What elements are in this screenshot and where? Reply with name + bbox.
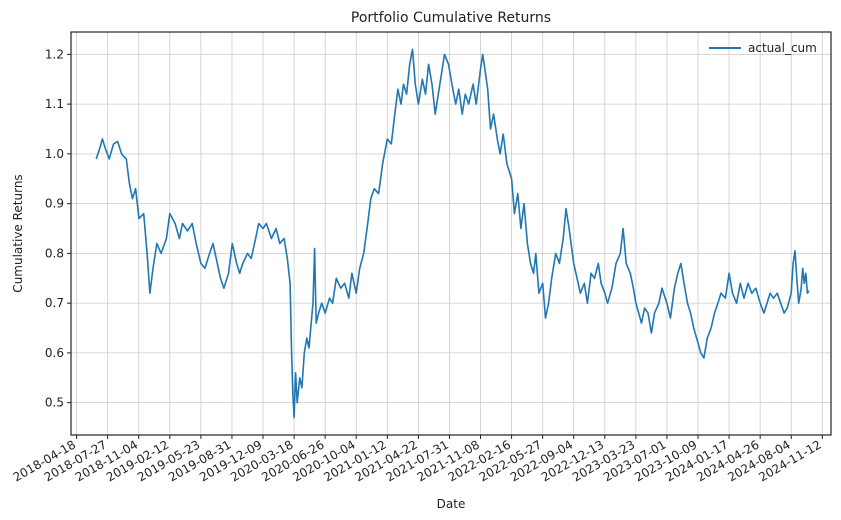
y-ticks: 0.5 0.6 0.7 0.8 0.9 1.0 1.1 1.2 — [45, 47, 71, 410]
chart-title: Portfolio Cumulative Returns — [351, 10, 551, 26]
grid — [71, 32, 831, 435]
y-tick-label: 1.2 — [45, 47, 64, 61]
legend: actual_cum — [709, 41, 817, 55]
y-tick-label: 0.9 — [45, 197, 64, 211]
y-tick-label: 0.8 — [45, 246, 64, 260]
x-ticks: 2018-04-182018-07-272018-11-042019-02-12… — [11, 435, 824, 484]
y-tick-label: 0.5 — [45, 396, 64, 410]
series-line-actual-cum — [95, 48, 810, 419]
series-layer — [95, 48, 810, 419]
y-tick-label: 1.1 — [45, 97, 64, 111]
plot-frame — [70, 31, 832, 436]
y-tick-label: 0.7 — [45, 296, 64, 310]
y-tick-label: 0.6 — [45, 346, 64, 360]
legend-label-actual-cum: actual_cum — [748, 41, 817, 55]
y-tick-label: 1.0 — [45, 147, 64, 161]
x-axis-label: Date — [437, 497, 466, 511]
y-axis-label: Cumulative Returns — [11, 174, 25, 292]
